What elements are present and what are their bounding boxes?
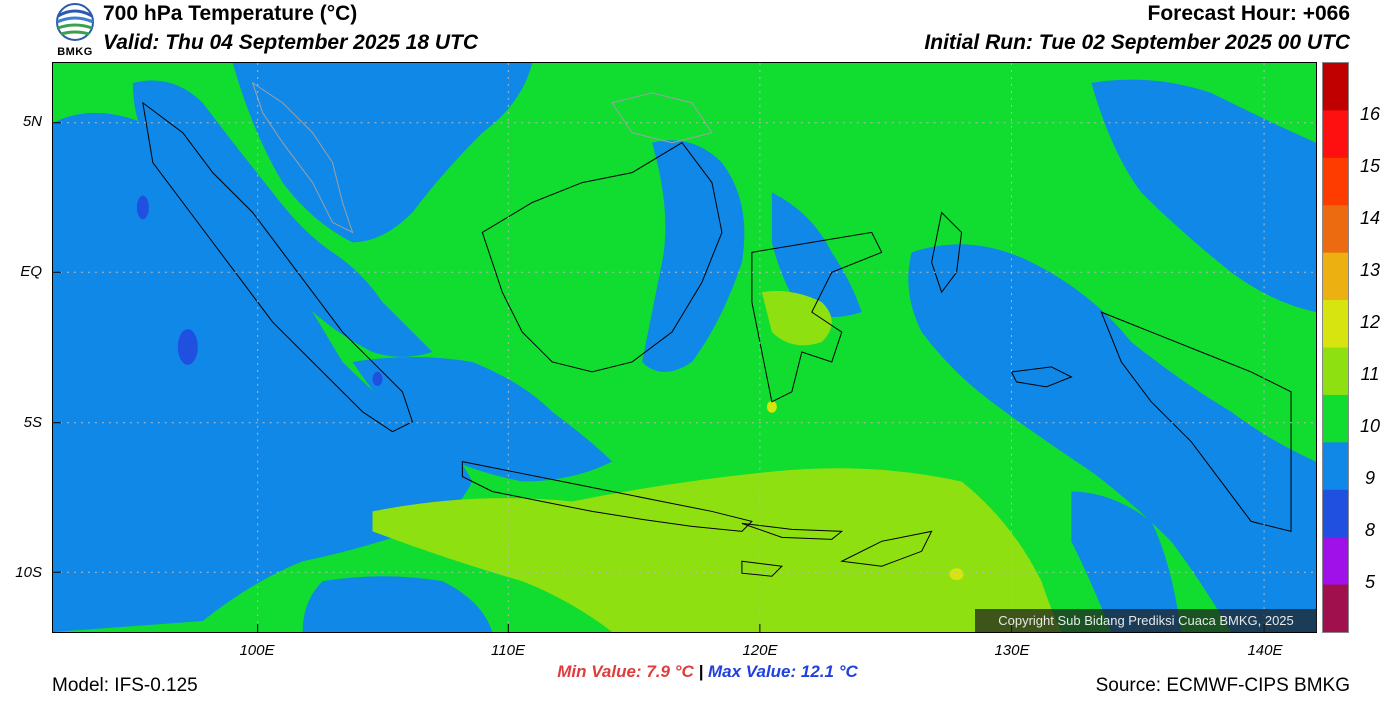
lat-label-5n: 5N bbox=[22, 113, 42, 130]
coast-halmahera bbox=[931, 211, 963, 294]
darkblue-spot-3 bbox=[372, 371, 383, 386]
blue-region-sumatra bbox=[132, 80, 433, 357]
lat-label-5s: 5S bbox=[23, 414, 42, 431]
coast-malaysia bbox=[251, 81, 354, 234]
coast-maluku bbox=[1010, 366, 1073, 388]
blue-region-sulawesi bbox=[771, 192, 862, 318]
colorbar-segment bbox=[1323, 394, 1348, 443]
colorbar-label-12: 12 bbox=[1359, 312, 1381, 332]
temperature-map bbox=[52, 62, 1317, 633]
colorbar-label-9: 9 bbox=[1364, 468, 1375, 488]
coast-java bbox=[461, 460, 753, 532]
yellowgreen-region-sulawesi bbox=[761, 290, 832, 346]
bmkg-logo bbox=[56, 3, 94, 41]
lon-label-110e: 110E bbox=[491, 642, 525, 659]
colorbar-segment bbox=[1323, 537, 1348, 586]
source-label: Source: ECMWF-CIPS BMKG bbox=[1095, 675, 1350, 696]
valid-time: Valid: Thu 04 September 2025 18 UTC bbox=[103, 31, 479, 54]
blue-region-java-sea bbox=[352, 356, 613, 482]
blue-region-southeast bbox=[1071, 491, 1182, 632]
coast-sumatra bbox=[142, 101, 414, 433]
colorbar-segment bbox=[1323, 63, 1348, 111]
min-max-values: Min Value: 7.9 °C | Max Value: 12.1 °C bbox=[0, 662, 1400, 682]
colorbar-segment bbox=[1323, 157, 1348, 206]
max-value: Max Value: 12.1 °C bbox=[707, 662, 858, 681]
colorbar-segment bbox=[1323, 442, 1348, 491]
colorbar-label-16: 16 bbox=[1359, 104, 1381, 124]
colorbar-label-8: 8 bbox=[1364, 520, 1375, 540]
colorbar-segment bbox=[1323, 252, 1348, 301]
lon-label-100e: 100E bbox=[239, 642, 275, 659]
colorbar-segment bbox=[1323, 300, 1348, 348]
copyright-notice: Copyright Sub Bidang Prediksi Cuaca BMKG… bbox=[975, 609, 1317, 632]
colorbar-segment bbox=[1323, 584, 1348, 632]
min-value: Min Value: 7.9 °C bbox=[557, 662, 694, 681]
colorbar-segment bbox=[1323, 205, 1348, 254]
lat-label-10s: 10S bbox=[15, 564, 42, 581]
coast-timor bbox=[840, 530, 933, 567]
colorbar-label-14: 14 bbox=[1359, 208, 1381, 228]
yellow-spot-1 bbox=[949, 568, 964, 581]
blue-region-borneo bbox=[642, 140, 745, 372]
coast-borneo bbox=[481, 142, 723, 373]
coast-flores bbox=[741, 522, 844, 540]
initial-run: Initial Run: Tue 02 September 2025 00 UT… bbox=[924, 31, 1350, 54]
blue-region-northeast bbox=[1091, 79, 1316, 313]
colorbar-label-13: 13 bbox=[1359, 260, 1381, 280]
darkblue-spot-2 bbox=[136, 195, 149, 220]
forecast-hour: Forecast Hour: +066 bbox=[1147, 2, 1351, 25]
yellow-spot-2 bbox=[766, 400, 777, 413]
colorbar bbox=[1322, 62, 1349, 633]
yellowgreen-region-south bbox=[372, 468, 1062, 632]
coast-papua bbox=[1100, 311, 1292, 532]
colorbar-segment bbox=[1323, 110, 1348, 159]
blue-region-north bbox=[232, 63, 533, 243]
model-label: Model: IFS-0.125 bbox=[52, 675, 198, 696]
chart-title: 700 hPa Temperature (°C) bbox=[103, 2, 358, 25]
colorbar-label-10: 10 bbox=[1359, 416, 1381, 436]
coast-sabah bbox=[611, 92, 713, 144]
colorbar-segment bbox=[1323, 347, 1348, 396]
min-max-separator: | bbox=[698, 662, 704, 681]
blue-region-east bbox=[908, 244, 1316, 632]
coast-sumba bbox=[741, 560, 783, 577]
darkblue-spot-1 bbox=[177, 329, 198, 365]
lat-label-eq: EQ bbox=[20, 263, 42, 280]
colorbar-segment bbox=[1323, 489, 1348, 538]
lon-label-120e: 120E bbox=[742, 642, 778, 659]
lon-label-140e: 140E bbox=[1247, 642, 1283, 659]
colorbar-label-15: 15 bbox=[1359, 156, 1381, 176]
blue-region-west bbox=[53, 112, 473, 632]
coast-sulawesi bbox=[751, 231, 883, 403]
colorbar-label-5: 5 bbox=[1364, 572, 1375, 592]
blue-region-south bbox=[302, 576, 493, 632]
colorbar-label-11: 11 bbox=[1360, 364, 1380, 384]
logo-text: BMKG bbox=[57, 46, 93, 58]
lon-label-130e: 130E bbox=[994, 642, 1030, 659]
